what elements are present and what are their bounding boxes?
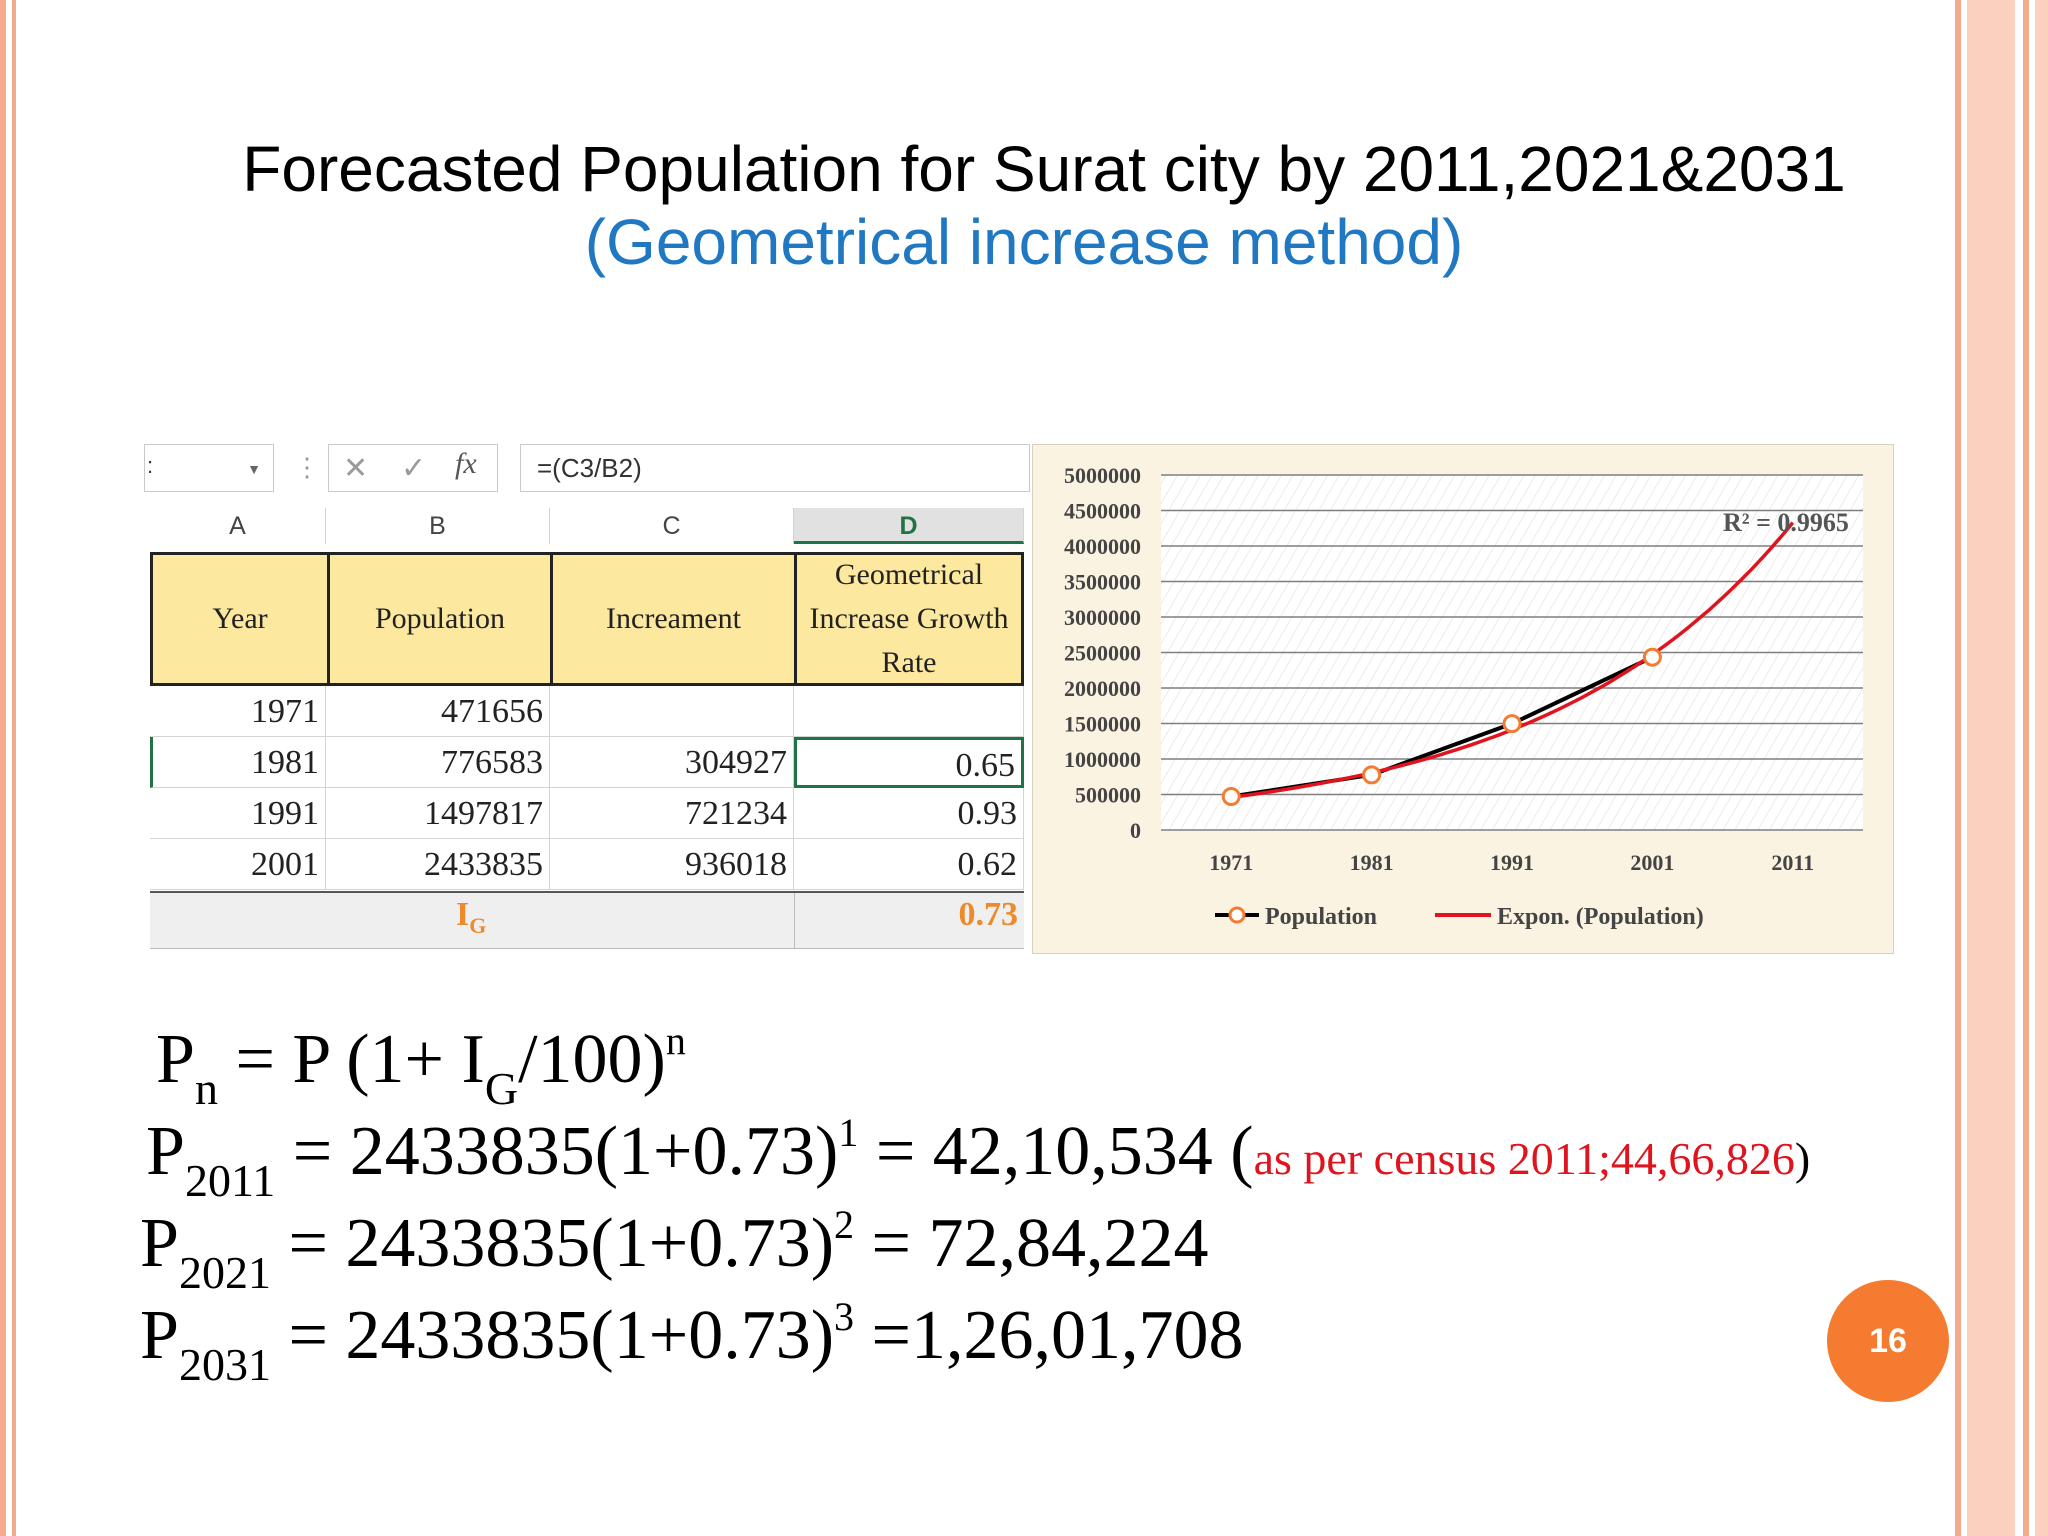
chevron-down-icon[interactable]: ▼ bbox=[247, 461, 261, 477]
chart-legend: Population Expon. (Population) bbox=[1215, 904, 1704, 930]
y-tick-label: 0 bbox=[1130, 818, 1141, 843]
header-growth-rate[interactable]: Geometrical Increase Growth Rate bbox=[794, 552, 1024, 686]
census-note: as per census 2011;44,66,826 bbox=[1253, 1133, 1795, 1184]
y-tick-label: 3500000 bbox=[1064, 570, 1141, 595]
population-point bbox=[1221, 787, 1241, 807]
y-tick-label: 2000000 bbox=[1064, 676, 1141, 701]
slide-subtitle: (Geometrical increase method) bbox=[584, 206, 1464, 278]
formula-general: Pn = P (1+ IG/100)n bbox=[156, 1018, 686, 1114]
header-increment[interactable]: Increament bbox=[550, 552, 797, 686]
column-header-d[interactable]: D bbox=[794, 508, 1024, 544]
column-header-b[interactable]: B bbox=[326, 508, 550, 544]
left-border-decoration bbox=[0, 0, 22, 1536]
spreadsheet-excerpt: : ▼ ⋮ ✕ ✓ fx =(C3/B2) A B C D Year Popul… bbox=[144, 444, 1030, 954]
y-tick-label: 4000000 bbox=[1064, 534, 1141, 559]
y-tick-label: 500000 bbox=[1075, 783, 1141, 808]
legend-population-label: Population bbox=[1265, 904, 1377, 930]
formula-p2031: P2031 = 2433835(1+0.73)3 =1,26,01,708 bbox=[140, 1294, 1244, 1390]
legend-expon-label: Expon. (Population) bbox=[1497, 904, 1704, 930]
population-point bbox=[1642, 647, 1662, 667]
confirm-icon[interactable]: ✓ bbox=[401, 451, 427, 486]
formula-bar: : ▼ ⋮ ✕ ✓ fx =(C3/B2) bbox=[144, 444, 1030, 496]
cell-population[interactable]: 1497817 bbox=[326, 788, 550, 839]
summary-row bbox=[150, 891, 1024, 949]
ig-label[interactable]: IG bbox=[456, 896, 487, 938]
formula-p2011: P2011 = 2433835(1+0.73)1 = 42,10,534 (as… bbox=[146, 1110, 1811, 1206]
legend-population-marker bbox=[1228, 906, 1246, 924]
cell-increment[interactable] bbox=[550, 686, 794, 737]
x-tick-label: 1971 bbox=[1209, 850, 1253, 875]
more-options-icon: ⋮ bbox=[294, 452, 320, 482]
y-tick-label: 4500000 bbox=[1064, 499, 1141, 524]
formula-input[interactable]: =(C3/B2) bbox=[520, 444, 1030, 492]
x-tick-label: 2011 bbox=[1771, 850, 1814, 875]
column-header-c[interactable]: C bbox=[550, 508, 794, 544]
y-tick-label: 2500000 bbox=[1064, 641, 1141, 666]
x-tick-label: 1981 bbox=[1350, 850, 1394, 875]
x-tick-label: 2001 bbox=[1630, 850, 1674, 875]
ig-value[interactable]: 0.73 bbox=[958, 896, 1019, 933]
cell-population[interactable]: 2433835 bbox=[326, 839, 550, 890]
cell-year[interactable]: 1991 bbox=[150, 788, 326, 839]
population-point bbox=[1502, 714, 1522, 734]
cell-population[interactable]: 471656 bbox=[326, 686, 550, 737]
cell-population[interactable]: 776583 bbox=[326, 737, 550, 788]
cell-rate-selected[interactable]: 0.65 bbox=[794, 737, 1024, 788]
cell-year[interactable]: 1981 bbox=[150, 737, 326, 788]
cell-increment[interactable]: 936018 bbox=[550, 839, 794, 890]
y-tick-label: 1000000 bbox=[1064, 747, 1141, 772]
header-population[interactable]: Population bbox=[327, 552, 553, 686]
y-tick-label: 3000000 bbox=[1064, 605, 1141, 630]
formula-p2021: P2021 = 2433835(1+0.73)2 = 72,84,224 bbox=[140, 1202, 1209, 1298]
cancel-icon[interactable]: ✕ bbox=[343, 451, 369, 486]
function-icon[interactable]: fx bbox=[455, 447, 477, 480]
population-point bbox=[1362, 765, 1382, 785]
x-tick-label: 1991 bbox=[1490, 850, 1534, 875]
cell-year[interactable]: 1971 bbox=[150, 686, 326, 737]
cell-rate[interactable]: 0.93 bbox=[794, 788, 1024, 839]
cell-rate[interactable] bbox=[794, 686, 1024, 737]
cell-rate[interactable]: 0.62 bbox=[794, 839, 1024, 890]
y-tick-label: 1500000 bbox=[1064, 712, 1141, 737]
page-number-badge: 16 bbox=[1827, 1280, 1949, 1402]
r-squared-annotation: R² = 0.9965 bbox=[1723, 508, 1849, 537]
formula-buttons: ✕ ✓ fx bbox=[328, 444, 498, 492]
column-header-a[interactable]: A bbox=[150, 508, 326, 544]
population-chart: 0 500000 1000000 1500000 2000000 2500000 30000… bbox=[1032, 444, 1894, 954]
name-box[interactable]: : ▼ bbox=[144, 444, 274, 492]
header-year[interactable]: Year bbox=[150, 552, 330, 686]
cell-year[interactable]: 2001 bbox=[150, 839, 326, 890]
right-border-decoration bbox=[1955, 0, 2048, 1536]
cell-increment[interactable]: 721234 bbox=[550, 788, 794, 839]
chart-canvas: 0 500000 1000000 1500000 2000000 2500000 30000… bbox=[1064, 463, 1863, 930]
y-tick-label: 5000000 bbox=[1064, 463, 1141, 488]
slide-title: Forecasted Population for Surat city by … bbox=[242, 133, 1846, 205]
cell-increment[interactable]: 304927 bbox=[550, 737, 794, 788]
